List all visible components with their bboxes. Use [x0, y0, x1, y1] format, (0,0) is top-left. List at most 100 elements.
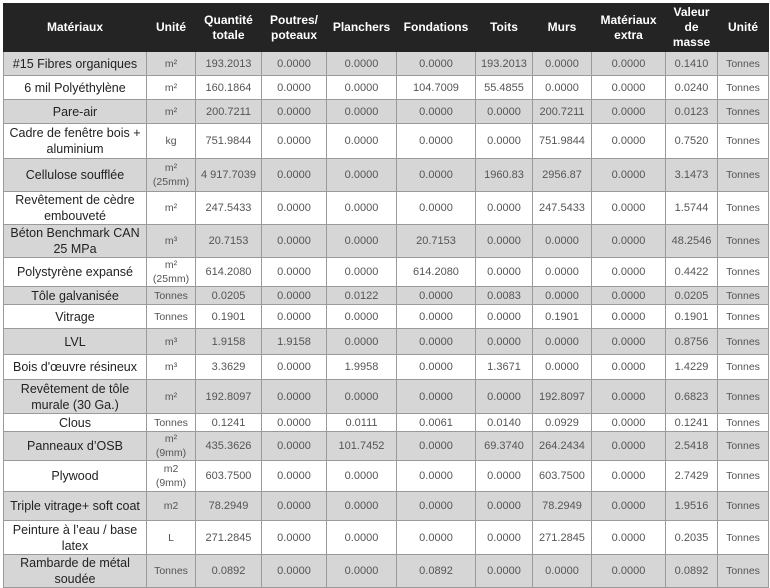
- cell-foundations: 0.0000: [396, 491, 476, 521]
- cell-roofs: 0.0000: [475, 191, 533, 225]
- cell-extra-materials: 0.0000: [591, 99, 666, 124]
- cell-mass-unit: Tonnes: [717, 413, 769, 432]
- cell-walls: 751.9844: [532, 123, 592, 159]
- cell-total-quantity: 0.0205: [195, 286, 262, 305]
- cell-mass-unit: Tonnes: [717, 354, 769, 380]
- cell-total-quantity: 435.3626: [195, 431, 262, 461]
- cell-extra-materials: 0.0000: [591, 75, 666, 100]
- cell-material: #15 Fibres organiques: [3, 51, 147, 76]
- cell-mass-value: 1.9516: [665, 491, 718, 521]
- cell-beams-columns: 0.0000: [261, 491, 327, 521]
- cell-total-quantity: 0.1241: [195, 413, 262, 432]
- cell-mass-value: 0.4422: [665, 257, 718, 287]
- cell-foundations: 0.0000: [396, 304, 476, 329]
- cell-floors: 0.0000: [326, 257, 397, 287]
- cell-roofs: 0.0000: [475, 520, 533, 555]
- cell-total-quantity: 0.1901: [195, 304, 262, 329]
- cell-material: 6 mil Polyéthylène: [3, 75, 147, 100]
- table-row: Revêtement de tôle murale (30 Ga.) m² 192.…: [3, 379, 769, 414]
- cell-walls: 0.1901: [532, 304, 592, 329]
- cell-beams-columns: 0.0000: [261, 379, 327, 414]
- column-header-mass-value: Valeur de masse: [665, 3, 718, 52]
- cell-mass-value: 1.5744: [665, 191, 718, 225]
- cell-foundations: 0.0000: [396, 460, 476, 492]
- cell-unit: m²: [146, 75, 196, 100]
- cell-mass-unit: Tonnes: [717, 191, 769, 225]
- cell-foundations: 0.0000: [396, 431, 476, 461]
- cell-extra-materials: 0.0000: [591, 413, 666, 432]
- cell-walls: 0.0000: [532, 224, 592, 258]
- cell-beams-columns: 0.0000: [261, 123, 327, 159]
- cell-beams-columns: 0.0000: [261, 554, 327, 588]
- table-row: Vitrage Tonnes 0.1901 0.0000 0.0000 0.0000 0.0…: [3, 304, 769, 329]
- cell-beams-columns: 0.0000: [261, 158, 327, 192]
- cell-beams-columns: 0.0000: [261, 304, 327, 329]
- table-row: Clous Tonnes 0.1241 0.0000 0.0111 0.0061 0.014…: [3, 413, 769, 432]
- cell-foundations: 0.0000: [396, 286, 476, 305]
- cell-total-quantity: 200.7211: [195, 99, 262, 124]
- cell-mass-value: 2.5418: [665, 431, 718, 461]
- cell-beams-columns: 0.0000: [261, 191, 327, 225]
- cell-extra-materials: 0.0000: [591, 520, 666, 555]
- cell-foundations: 0.0000: [396, 123, 476, 159]
- table-row: 6 mil Polyéthylène m² 160.1864 0.0000 0.0000…: [3, 75, 769, 100]
- cell-unit: m²: [146, 51, 196, 76]
- cell-walls: 0.0000: [532, 554, 592, 588]
- cell-total-quantity: 614.2080: [195, 257, 262, 287]
- cell-walls: 271.2845: [532, 520, 592, 555]
- cell-unit: m³: [146, 354, 196, 380]
- cell-foundations: 0.0000: [396, 354, 476, 380]
- column-header-unit: Unité: [146, 3, 196, 52]
- cell-total-quantity: 603.7500: [195, 460, 262, 492]
- cell-extra-materials: 0.0000: [591, 51, 666, 76]
- cell-mass-unit: Tonnes: [717, 379, 769, 414]
- cell-beams-columns: 0.0000: [261, 75, 327, 100]
- cell-extra-materials: 0.0000: [591, 491, 666, 521]
- cell-extra-materials: 0.0000: [591, 191, 666, 225]
- cell-mass-unit: Tonnes: [717, 257, 769, 287]
- cell-extra-materials: 0.0000: [591, 460, 666, 492]
- cell-roofs: 193.2013: [475, 51, 533, 76]
- cell-total-quantity: 247.5433: [195, 191, 262, 225]
- cell-extra-materials: 0.0000: [591, 123, 666, 159]
- cell-unit: Tonnes: [146, 554, 196, 588]
- cell-floors: 0.0000: [326, 304, 397, 329]
- cell-total-quantity: 3.3629: [195, 354, 262, 380]
- cell-roofs: 55.4855: [475, 75, 533, 100]
- cell-mass-value: 0.0240: [665, 75, 718, 100]
- cell-beams-columns: 0.0000: [261, 460, 327, 492]
- cell-beams-columns: 0.0000: [261, 431, 327, 461]
- table-row: Panneaux d’OSB m² (9mm) 435.3626 0.0000 101.…: [3, 431, 769, 461]
- cell-walls: 0.0000: [532, 328, 592, 355]
- cell-material: Cellulose soufflée: [3, 158, 147, 192]
- cell-walls: 264.2434: [532, 431, 592, 461]
- cell-unit: L: [146, 520, 196, 555]
- cell-unit: m2: [146, 491, 196, 521]
- cell-mass-value: 2.7429: [665, 460, 718, 492]
- cell-walls: 247.5433: [532, 191, 592, 225]
- column-header-material: Matériaux: [3, 3, 147, 52]
- cell-total-quantity: 0.0892: [195, 554, 262, 588]
- cell-mass-value: 0.1410: [665, 51, 718, 76]
- cell-walls: 192.8097: [532, 379, 592, 414]
- cell-unit: m² (9mm): [146, 431, 196, 461]
- cell-walls: 200.7211: [532, 99, 592, 124]
- table-row: Cellulose soufflée m² (25mm) 4 917.7039 0.0…: [3, 158, 769, 192]
- cell-material: Peinture à l’eau / base latex: [3, 520, 147, 555]
- cell-roofs: 0.0140: [475, 413, 533, 432]
- cell-foundations: 20.7153: [396, 224, 476, 258]
- cell-foundations: 0.0000: [396, 99, 476, 124]
- cell-foundations: 0.0000: [396, 379, 476, 414]
- cell-material: Cadre de fenêtre bois + aluminium: [3, 123, 147, 159]
- cell-foundations: 0.0061: [396, 413, 476, 432]
- cell-mass-unit: Tonnes: [717, 286, 769, 305]
- cell-unit: m³: [146, 224, 196, 258]
- cell-beams-columns: 0.0000: [261, 520, 327, 555]
- cell-total-quantity: 20.7153: [195, 224, 262, 258]
- column-header-mass-unit: Unité: [717, 3, 769, 52]
- cell-roofs: 0.0000: [475, 328, 533, 355]
- cell-beams-columns: 1.9158: [261, 328, 327, 355]
- table-row: Polystyrène expansé m² (25mm) 614.2080 0.00…: [3, 257, 769, 287]
- cell-extra-materials: 0.0000: [591, 431, 666, 461]
- table-row: #15 Fibres organiques m² 193.2013 0.0000 0.0…: [3, 51, 769, 76]
